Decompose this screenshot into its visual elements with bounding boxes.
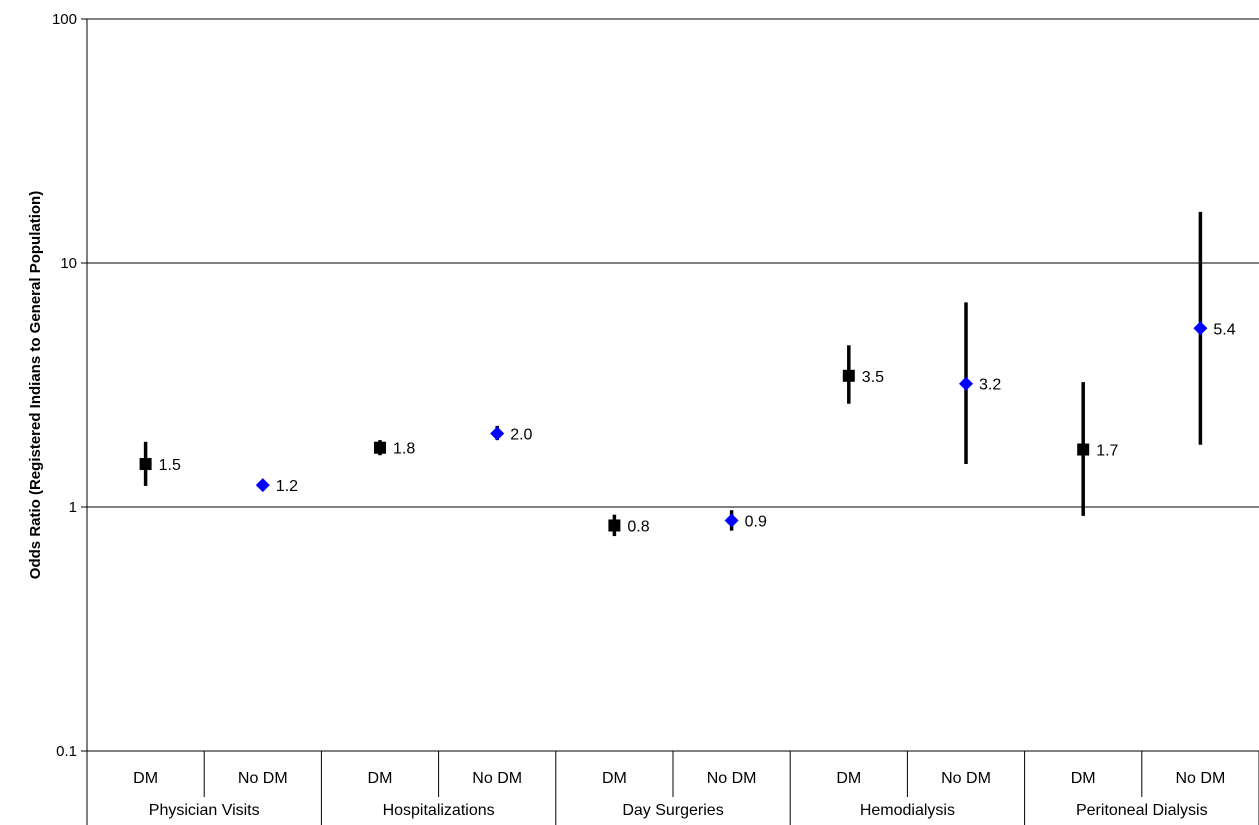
data-label: 1.8 (393, 441, 415, 458)
category-label: No DM (707, 770, 757, 787)
category-label: No DM (238, 770, 288, 787)
y-tick-label: 1 (69, 499, 77, 516)
data-label: 5.4 (1213, 321, 1235, 338)
category-label: DM (133, 770, 158, 787)
y-tick-label: 0.1 (56, 743, 77, 760)
group-label: Hemodialysis (860, 802, 955, 819)
category-label: No DM (1176, 770, 1226, 787)
square-marker (1077, 443, 1090, 456)
diamond-marker (255, 478, 270, 493)
diamond-marker (1193, 321, 1208, 336)
y-tick-label: 10 (60, 255, 77, 272)
group-label: Peritoneal Dialysis (1076, 802, 1208, 819)
category-label: No DM (472, 770, 522, 787)
group-label: Day Surgeries (622, 802, 723, 819)
group-label: Hospitalizations (383, 802, 495, 819)
data-label: 1.7 (1096, 443, 1118, 460)
data-label: 0.9 (745, 514, 767, 531)
group-label: Physician Visits (149, 802, 260, 819)
diamond-marker (959, 376, 973, 391)
data-label: 3.5 (862, 369, 884, 386)
data-label: 0.8 (627, 518, 649, 535)
data-labels: 1.5 1.2 1.8 2.0 0.8 0.9 3.5 3.2 1.7 5.4 (159, 321, 1236, 535)
category-label: DM (1071, 770, 1096, 787)
y-axis-title: Odds Ratio (Registered Indians to Genera… (27, 191, 44, 579)
x-category-labels: DM No DM DM No DM DM No DM DM No DM DM No DM Physi… (133, 770, 1225, 819)
square-marker (608, 519, 621, 532)
category-label: DM (836, 770, 861, 787)
axes (81, 18, 1259, 825)
data-label: 3.2 (979, 377, 1001, 394)
y-tick-labels: 0.1 1 10 100 (52, 11, 77, 760)
gridlines (87, 18, 1259, 508)
y-tick-label: 100 (52, 11, 77, 28)
category-label: DM (602, 770, 627, 787)
category-label: No DM (941, 770, 991, 787)
square-marker (139, 458, 152, 471)
error-bars (143, 211, 1203, 537)
diamond-marker (490, 426, 505, 441)
square-marker (374, 441, 386, 454)
category-label: DM (368, 770, 393, 787)
data-label: 2.0 (510, 427, 532, 444)
data-markers (139, 321, 1208, 532)
data-label: 1.2 (276, 478, 298, 495)
data-label: 1.5 (159, 457, 181, 474)
diamond-marker (724, 513, 739, 528)
square-marker (842, 369, 855, 382)
